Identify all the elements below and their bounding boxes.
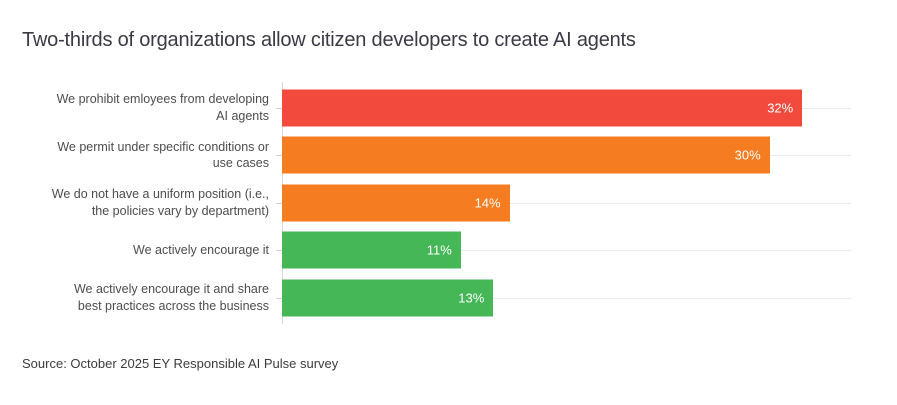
bar-chart: We prohibit emloyees from developing AI a… [0, 82, 851, 324]
chart-row: We do not have a uniform position (i.e.,… [0, 179, 851, 227]
axis-tick-icon [276, 250, 282, 252]
axis-tick-icon [276, 107, 282, 109]
gridline [282, 297, 851, 299]
chart-title: Two-thirds of organizations allow citize… [22, 29, 636, 51]
gridline [282, 250, 851, 252]
axis-tick-icon [276, 202, 282, 204]
plot-area: 30% [276, 132, 851, 180]
category-label-line: the policies vary by department) [91, 203, 269, 218]
category-label-line: We actively encourage it and share [73, 282, 269, 297]
bar[interactable]: 13% [282, 279, 494, 317]
source-note: Source: October 2025 EY Responsible AI P… [22, 356, 339, 371]
category-label-line: We permit under specific conditions or [57, 139, 269, 154]
plot-area: 13% [276, 274, 851, 322]
bar-value-label: 14% [474, 195, 501, 211]
category-label: We prohibit emloyees from developing AI a… [0, 84, 282, 132]
category-label-line: We actively encourage it [133, 243, 269, 257]
category-label: We permit under specific conditions or us… [0, 132, 282, 180]
chart-row: We permit under specific conditions or us… [0, 132, 851, 180]
bar-value-label: 13% [458, 290, 485, 306]
category-label: We actively encourage it [0, 227, 282, 275]
gridline [282, 202, 851, 204]
category-label-line: use cases [212, 156, 269, 171]
axis-tick-icon [276, 155, 282, 157]
bar-value-label: 30% [734, 147, 761, 163]
category-label-line: best practices across the business [77, 298, 269, 313]
category-label-line: We prohibit emloyees from developing [56, 92, 269, 107]
category-label-line: We do not have a uniform position (i.e., [51, 187, 269, 202]
chart-row: We prohibit emloyees from developing AI a… [0, 84, 851, 132]
plot-area: 11% [276, 227, 851, 275]
plot-area: 32% [276, 84, 851, 132]
bar[interactable]: 30% [282, 136, 770, 174]
category-label: We actively encourage it and share best p… [0, 274, 282, 322]
category-label-line: AI agents [216, 108, 269, 123]
plot-area: 14% [276, 179, 851, 227]
bar-value-label: 32% [767, 100, 794, 116]
chart-row: We actively encourage it 11% [0, 227, 851, 275]
bar[interactable]: 14% [282, 184, 510, 222]
chart-rows: We prohibit emloyees from developing AI a… [0, 84, 851, 322]
category-label: We do not have a uniform position (i.e.,… [0, 179, 282, 227]
bar[interactable]: 11% [282, 231, 461, 269]
chart-row: We actively encourage it and share best p… [0, 274, 851, 322]
axis-tick-icon [276, 297, 282, 299]
bar-value-label: 11% [426, 242, 452, 258]
bar[interactable]: 32% [282, 89, 803, 127]
